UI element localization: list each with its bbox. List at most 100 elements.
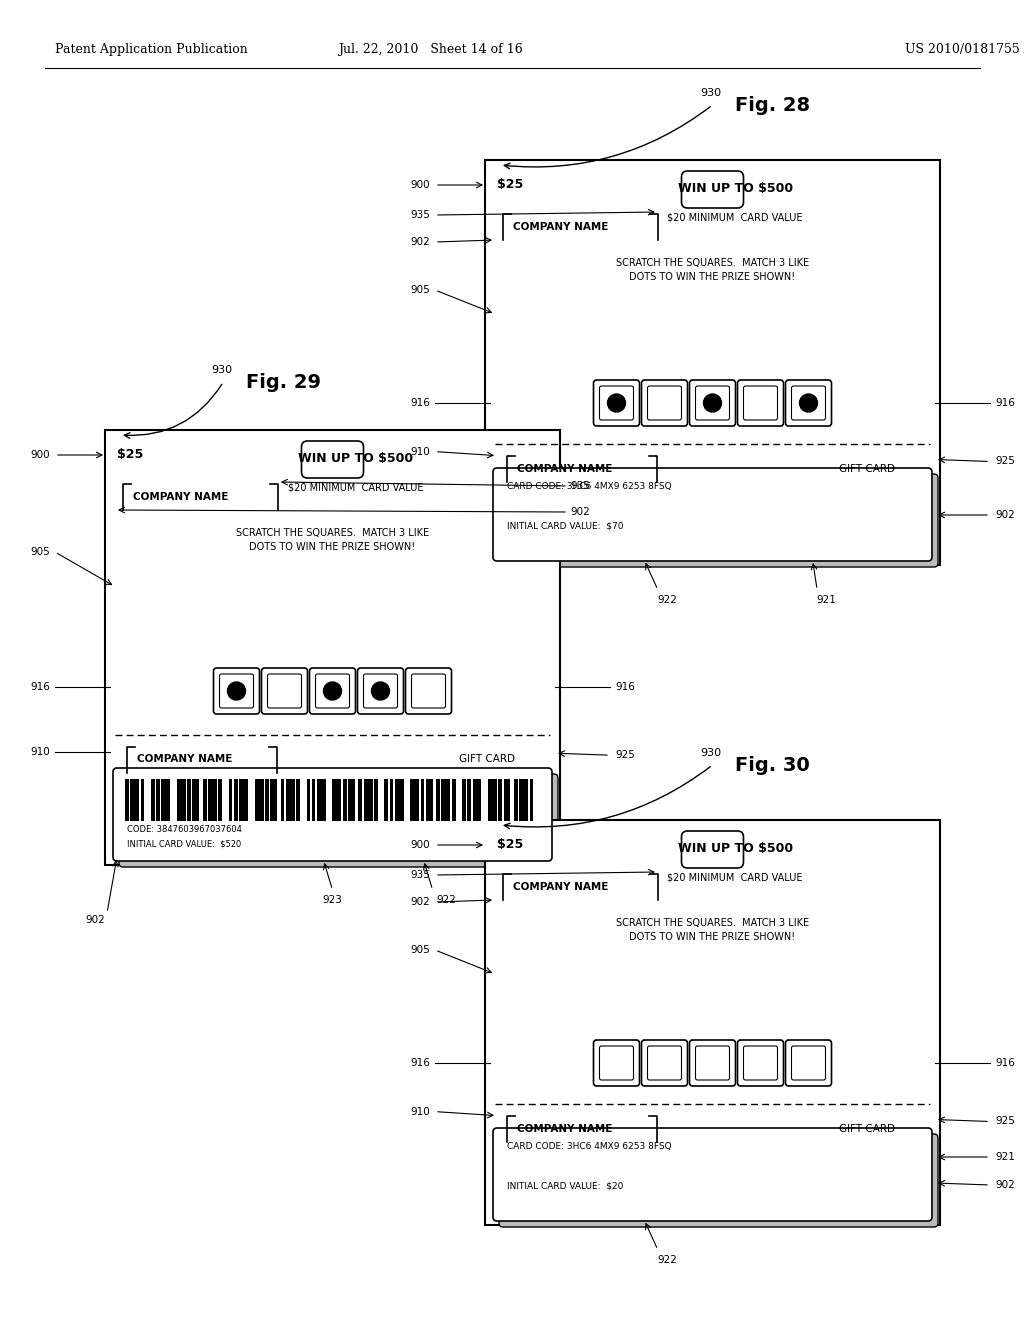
Bar — [105, 430, 560, 865]
Bar — [514, 779, 518, 821]
Bar — [467, 779, 471, 821]
FancyBboxPatch shape — [113, 768, 552, 861]
Bar — [436, 779, 440, 821]
FancyBboxPatch shape — [499, 1134, 938, 1228]
Text: 916: 916 — [30, 681, 50, 692]
Text: 902: 902 — [411, 898, 430, 907]
Bar — [358, 779, 362, 821]
Bar — [488, 779, 495, 821]
Text: $20 MINIMUM  CARD VALUE: $20 MINIMUM CARD VALUE — [668, 873, 803, 882]
Text: 925: 925 — [995, 1117, 1015, 1126]
Text: $20 MINIMUM  CARD VALUE: $20 MINIMUM CARD VALUE — [668, 213, 803, 222]
Bar — [400, 779, 403, 821]
Text: $25: $25 — [497, 178, 523, 191]
Text: 910: 910 — [411, 446, 430, 457]
Text: 910: 910 — [411, 1106, 430, 1117]
FancyBboxPatch shape — [737, 380, 783, 426]
Bar — [478, 779, 481, 821]
Bar — [177, 779, 183, 821]
Bar — [472, 779, 479, 821]
Bar — [348, 779, 354, 821]
Text: 902: 902 — [570, 507, 590, 517]
Text: GIFT CARD: GIFT CARD — [459, 755, 515, 764]
FancyBboxPatch shape — [267, 675, 301, 708]
FancyBboxPatch shape — [364, 675, 397, 708]
Text: $25: $25 — [497, 838, 523, 851]
Text: 916: 916 — [995, 1059, 1015, 1068]
Circle shape — [372, 682, 389, 700]
FancyBboxPatch shape — [412, 675, 445, 708]
FancyBboxPatch shape — [785, 380, 831, 426]
FancyBboxPatch shape — [493, 1129, 932, 1221]
Text: SCRATCH THE SQUARES.  MATCH 3 LIKE
DOTS TO WIN THE PRIZE SHOWN!: SCRATCH THE SQUARES. MATCH 3 LIKE DOTS T… — [616, 917, 809, 942]
Text: COMPANY NAME: COMPANY NAME — [517, 463, 612, 474]
FancyBboxPatch shape — [493, 469, 932, 561]
Bar — [421, 779, 424, 821]
FancyBboxPatch shape — [261, 668, 307, 714]
FancyBboxPatch shape — [641, 1040, 687, 1086]
Bar — [452, 779, 456, 821]
Text: 916: 916 — [411, 399, 430, 408]
Bar — [462, 779, 466, 821]
FancyBboxPatch shape — [213, 668, 259, 714]
Bar — [255, 779, 261, 821]
Text: WIN UP TO $500: WIN UP TO $500 — [298, 451, 413, 465]
Text: 935: 935 — [570, 480, 590, 491]
FancyBboxPatch shape — [119, 774, 558, 867]
FancyBboxPatch shape — [647, 385, 682, 420]
Bar — [140, 779, 144, 821]
Text: Fig. 28: Fig. 28 — [735, 96, 810, 115]
Text: 910: 910 — [31, 747, 50, 756]
FancyBboxPatch shape — [599, 1045, 634, 1080]
Text: 916: 916 — [995, 399, 1015, 408]
Bar — [193, 779, 199, 821]
Bar — [338, 779, 341, 821]
FancyBboxPatch shape — [695, 1045, 729, 1080]
Bar — [441, 779, 449, 821]
Text: $20 MINIMUM  CARD VALUE: $20 MINIMUM CARD VALUE — [288, 482, 423, 492]
Text: 922: 922 — [657, 595, 677, 605]
Bar — [182, 779, 185, 821]
Text: US 2010/0181755 A1: US 2010/0181755 A1 — [905, 44, 1024, 57]
Text: Fig. 29: Fig. 29 — [246, 374, 322, 392]
Text: Patent Application Publication: Patent Application Publication — [55, 44, 248, 57]
FancyBboxPatch shape — [737, 1040, 783, 1086]
Bar — [529, 779, 534, 821]
FancyBboxPatch shape — [743, 385, 777, 420]
Bar — [162, 779, 168, 821]
FancyBboxPatch shape — [695, 385, 729, 420]
Text: INITIAL CARD VALUE:  $20: INITIAL CARD VALUE: $20 — [507, 1181, 624, 1191]
Text: 935: 935 — [411, 870, 430, 880]
Bar — [125, 779, 129, 821]
Text: INITIAL CARD VALUE:  $70: INITIAL CARD VALUE: $70 — [507, 521, 624, 531]
Text: WIN UP TO $500: WIN UP TO $500 — [678, 182, 793, 195]
Bar — [130, 779, 137, 821]
FancyBboxPatch shape — [406, 668, 452, 714]
FancyBboxPatch shape — [682, 172, 743, 209]
FancyBboxPatch shape — [599, 385, 634, 420]
Bar — [306, 779, 310, 821]
Text: CARD CODE: 3HC6 4MX9 6253 8FSQ: CARD CODE: 3HC6 4MX9 6253 8FSQ — [507, 482, 672, 491]
Text: INITIAL CARD VALUE:  $520: INITIAL CARD VALUE: $520 — [127, 840, 242, 849]
Circle shape — [800, 393, 817, 412]
FancyBboxPatch shape — [357, 668, 403, 714]
Text: COMPANY NAME: COMPANY NAME — [133, 492, 228, 502]
FancyBboxPatch shape — [647, 1045, 682, 1080]
Bar — [426, 779, 432, 821]
Bar — [260, 779, 263, 821]
Bar — [245, 779, 248, 821]
Text: GIFT CARD: GIFT CARD — [840, 463, 895, 474]
Bar — [208, 779, 215, 821]
Text: 902: 902 — [85, 915, 105, 925]
Bar — [485, 820, 940, 1225]
Bar — [265, 779, 268, 821]
Bar — [218, 779, 222, 821]
FancyBboxPatch shape — [682, 832, 743, 869]
FancyBboxPatch shape — [792, 1045, 825, 1080]
Text: 925: 925 — [995, 457, 1015, 466]
Text: WIN UP TO $500: WIN UP TO $500 — [678, 842, 793, 855]
Bar — [213, 779, 217, 821]
Bar — [167, 779, 170, 821]
Bar — [233, 779, 238, 821]
Bar — [323, 779, 326, 821]
